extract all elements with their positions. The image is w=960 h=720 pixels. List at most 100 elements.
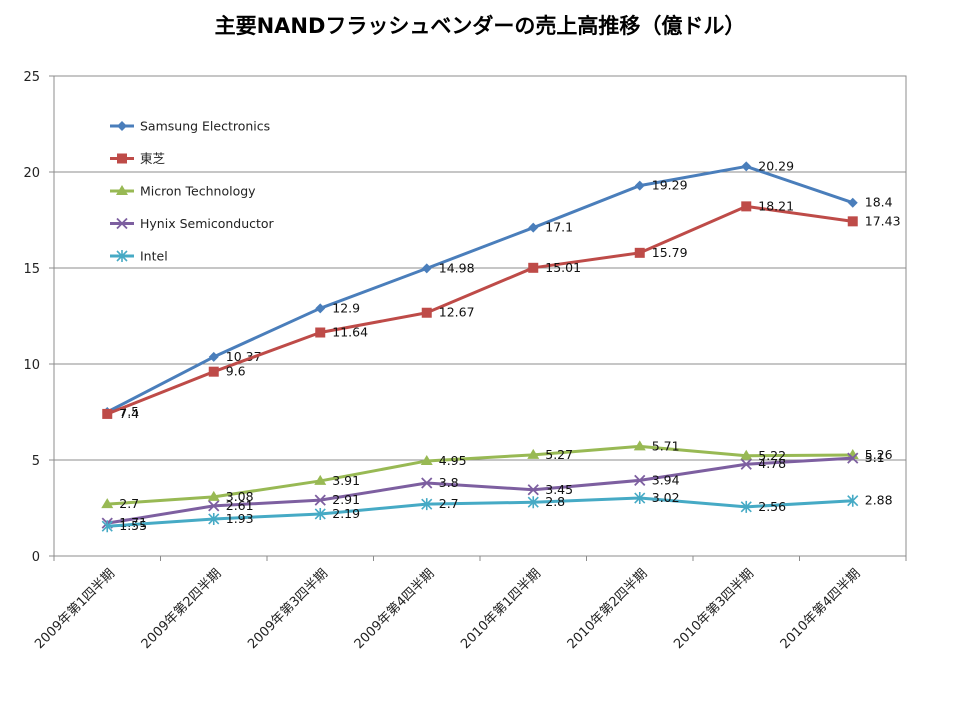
data-label: 19.29	[652, 178, 688, 193]
data-point	[314, 507, 326, 520]
data-point	[208, 500, 220, 512]
data-label: 3.08	[226, 489, 254, 504]
data-label: 5.71	[652, 438, 680, 453]
series-line	[107, 444, 853, 506]
data-label: 18.21	[758, 198, 794, 213]
legend-item: Samsung Electronics	[110, 119, 270, 134]
data-point	[314, 494, 326, 506]
data-label: 4.78	[758, 456, 786, 471]
data-point	[740, 449, 753, 460]
data-label: 2.7	[439, 496, 459, 511]
data-point	[528, 262, 539, 273]
data-label: 2.88	[865, 493, 893, 508]
data-point	[634, 247, 645, 258]
data-label: 2.91	[332, 492, 360, 507]
legend-label: Hynix Semiconductor	[140, 216, 275, 231]
legend-label: 東芝	[140, 151, 166, 166]
legend-item: Micron Technology	[110, 184, 256, 199]
y-tick-label: 25	[23, 70, 40, 85]
data-point	[740, 500, 752, 513]
data-label: 10.37	[226, 349, 262, 364]
data-label: 15.79	[652, 245, 688, 260]
series-line	[106, 164, 854, 414]
legend-marker	[116, 250, 128, 262]
data-label: 5.22	[758, 448, 786, 463]
y-tick-label: 10	[23, 358, 40, 373]
chart-title: 主要NANDフラッシュベンダーの売上高推移（億ドル）	[214, 14, 746, 38]
x-tick-label: 2010年第1四半期	[458, 566, 544, 652]
legend-item: Intel	[110, 249, 168, 264]
data-point	[847, 452, 859, 464]
x-tick-label: 2009年第4四半期	[352, 566, 438, 652]
data-label: 3.02	[652, 490, 680, 505]
data-point	[421, 477, 433, 489]
series-3: 1.712.61 2.913.8 3.453.944.78 5.1	[101, 450, 885, 530]
data-point	[315, 303, 326, 314]
data-label: 3.45	[545, 482, 573, 497]
data-point	[634, 474, 646, 486]
data-point	[528, 222, 539, 233]
x-tick-label: 2010年第4四半期	[778, 566, 864, 652]
data-label: 17.1	[545, 220, 573, 235]
data-point	[421, 307, 432, 318]
data-label: 1.93	[226, 511, 254, 526]
data-point	[420, 454, 433, 465]
data-point	[847, 216, 858, 227]
data-label: 12.9	[332, 300, 360, 315]
series-1: 7.4 9.6 11.64 12.67 15.01 15.79 18.21 17.43	[102, 198, 901, 421]
data-label: 15.01	[545, 260, 581, 275]
data-point	[634, 492, 646, 505]
data-point	[527, 484, 539, 496]
legend-marker	[117, 153, 127, 164]
y-tick-label: 20	[23, 166, 40, 181]
data-point	[741, 161, 752, 172]
x-tick-label: 2009年第2四半期	[139, 566, 225, 652]
data-label: 7.4	[119, 406, 139, 421]
data-label: 2.19	[332, 506, 360, 521]
x-tick-label: 2009年第3四半期	[245, 566, 331, 652]
data-label: 12.67	[439, 305, 475, 320]
data-label: 5.26	[865, 447, 893, 462]
data-label: 2.8	[545, 494, 565, 509]
legend-label: Intel	[140, 249, 168, 264]
data-point	[740, 458, 752, 470]
data-point	[846, 449, 859, 460]
data-point	[101, 520, 113, 533]
data-point	[208, 366, 219, 377]
data-point	[421, 498, 433, 511]
x-tick-label: 2010年第2四半期	[565, 566, 651, 652]
data-label: 2.56	[758, 499, 786, 514]
data-label: 18.4	[865, 195, 893, 210]
data-label: 3.94	[652, 472, 680, 487]
x-tick-label: 2009年第1四半期	[32, 566, 118, 652]
data-label: 5.1	[865, 450, 885, 465]
y-tick-label: 0	[32, 550, 40, 565]
data-label: 9.6	[226, 364, 246, 379]
legend-label: Micron Technology	[140, 184, 256, 199]
data-label: 2.61	[226, 498, 254, 513]
plot-area	[53, 75, 907, 557]
data-point	[208, 512, 220, 525]
series-4: 1.55 1.93 2.19 2.7 2.8 3.02 2.56 2.88	[101, 490, 893, 533]
data-label: 17.43	[865, 213, 901, 228]
data-label: 4.95	[439, 453, 467, 468]
data-label: 3.8	[439, 475, 459, 490]
series-2: 2.7 3.08 3.91 4.95 5.27 5.71 5.22 5.26	[101, 438, 893, 511]
series-line	[107, 456, 853, 525]
legend-item: 東芝	[110, 151, 166, 166]
data-point	[633, 440, 646, 451]
legend-marker	[116, 185, 128, 195]
data-point	[421, 263, 432, 274]
data-point	[847, 494, 859, 507]
data-point	[527, 496, 539, 509]
data-label: 3.91	[332, 473, 360, 488]
legend-marker	[117, 121, 127, 131]
data-label: 11.64	[332, 325, 368, 340]
y-tick-label: 5	[32, 454, 40, 469]
legend-item: Hynix Semiconductor	[110, 216, 275, 231]
legend-marker	[116, 217, 128, 230]
data-point	[207, 490, 220, 501]
data-label: 2.7	[119, 496, 139, 511]
